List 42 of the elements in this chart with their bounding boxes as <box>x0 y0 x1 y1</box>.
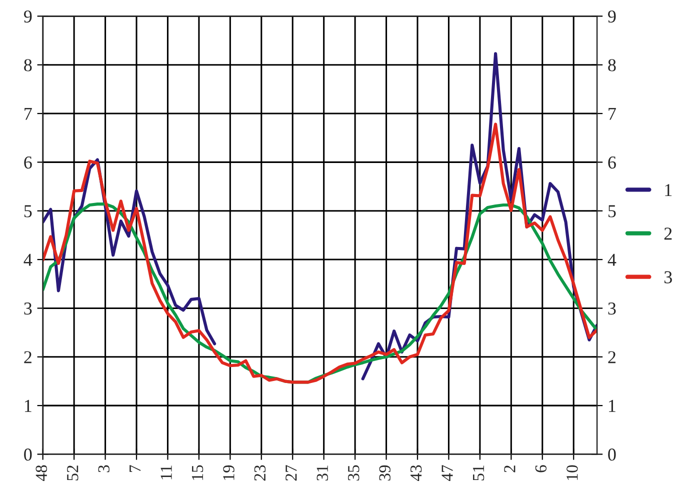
y2-tick-label: 0 <box>608 448 616 461</box>
x-tick-label: 6 <box>535 465 547 472</box>
y2-tick-label: 1 <box>609 400 616 412</box>
x-tick-label: 3 <box>98 465 110 472</box>
x-tick-label: 23 <box>254 465 266 481</box>
y-tick-label: 8 <box>24 59 32 72</box>
x-tick-label: 51 <box>472 466 484 480</box>
y2-tick-label: 9 <box>608 10 616 23</box>
y-tick-label: 6 <box>24 156 32 169</box>
y2-tick-label: 5 <box>608 205 616 218</box>
x-tick-label: 2 <box>504 466 516 472</box>
y-tick-label: 2 <box>24 351 32 364</box>
y-tick-label: 4 <box>24 254 32 266</box>
line-series <box>42 122 598 384</box>
y-tick-label: 1 <box>24 400 32 412</box>
x-tick-label: 19 <box>223 465 234 480</box>
y2-tick-label: 7 <box>608 108 616 120</box>
legend-label: 1 <box>665 184 672 196</box>
x-tick-label: 7 <box>130 465 141 472</box>
y-tick-label: 0 <box>24 448 32 461</box>
y2-tick-label: 4 <box>608 254 616 266</box>
x-tick-label: 48 <box>36 465 48 481</box>
x-tick-label: 11 <box>160 466 172 480</box>
x-tick-label: 47 <box>442 465 453 481</box>
y2-tick-label: 2 <box>608 351 616 364</box>
y-tick-label: 3 <box>24 302 32 315</box>
x-tick-label: 35 <box>348 465 360 481</box>
x-tick-label: 15 <box>192 465 204 480</box>
legend-label: 2 <box>664 228 672 240</box>
x-tick-label: 43 <box>410 465 422 481</box>
x-tick-label: 27 <box>286 465 297 481</box>
y-tick-label: 9 <box>24 10 32 23</box>
legend-label: 3 <box>664 271 672 284</box>
x-tick-label: 31 <box>316 466 328 481</box>
y2-tick-label: 3 <box>608 302 616 315</box>
y-tick-label: 5 <box>24 205 32 218</box>
x-tick-label: 10 <box>566 465 578 480</box>
x-tick-label: 52 <box>67 466 78 480</box>
y2-tick-label: 8 <box>608 59 616 72</box>
x-tick-label: 39 <box>379 465 390 481</box>
y-tick-label: 7 <box>24 108 32 120</box>
y2-tick-label: 6 <box>608 156 616 169</box>
